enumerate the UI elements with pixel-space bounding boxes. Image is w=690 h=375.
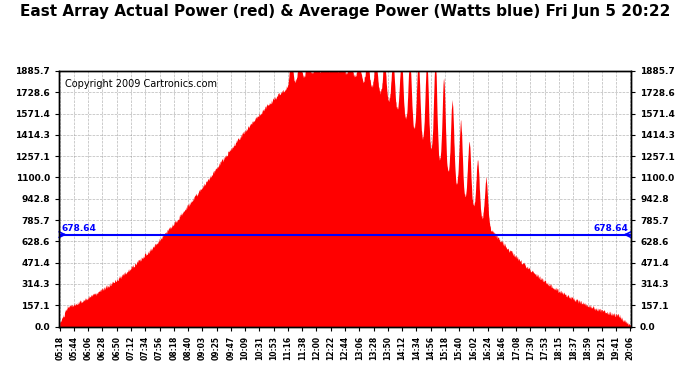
Text: 678.64: 678.64 bbox=[593, 224, 629, 232]
Text: Copyright 2009 Cartronics.com: Copyright 2009 Cartronics.com bbox=[65, 79, 217, 88]
Text: East Array Actual Power (red) & Average Power (Watts blue) Fri Jun 5 20:22: East Array Actual Power (red) & Average … bbox=[20, 4, 670, 19]
Text: 678.64: 678.64 bbox=[61, 224, 97, 232]
